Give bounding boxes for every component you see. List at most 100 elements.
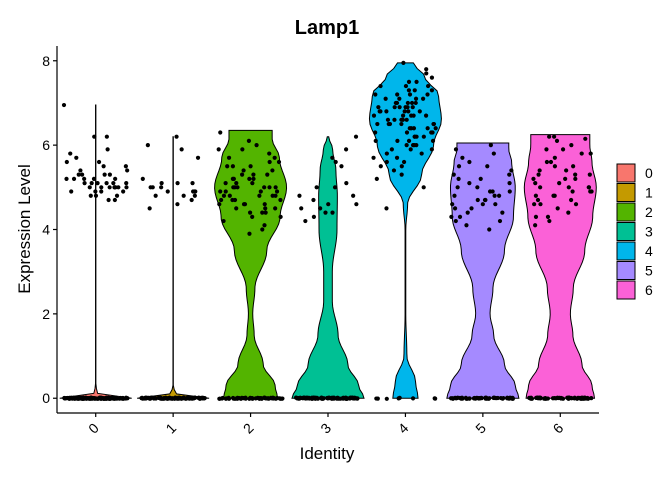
data-point [76, 172, 81, 177]
data-point [404, 130, 410, 135]
data-point [405, 105, 410, 110]
data-point [373, 92, 378, 97]
data-point [111, 181, 116, 186]
data-point [408, 147, 413, 152]
data-point [353, 134, 359, 139]
data-point [566, 185, 571, 190]
data-point [124, 395, 129, 400]
data-point [354, 202, 359, 207]
data-point [139, 395, 144, 401]
data-point [191, 189, 196, 194]
data-point [533, 193, 539, 198]
y-tick-label: 4 [42, 222, 50, 238]
data-point [175, 181, 180, 186]
data-point [406, 88, 412, 93]
data-point [262, 202, 267, 207]
data-point [495, 395, 500, 401]
data-point [104, 181, 109, 186]
data-point [566, 395, 571, 400]
data-point [231, 396, 236, 401]
data-point [480, 202, 485, 207]
data-point [409, 100, 415, 106]
data-point [64, 176, 69, 181]
data-point [552, 164, 558, 169]
data-point [395, 138, 400, 144]
data-point [550, 396, 556, 401]
data-point [143, 396, 148, 401]
data-point [419, 151, 424, 156]
data-point [159, 185, 164, 190]
data-point [260, 210, 265, 215]
data-point [197, 395, 202, 401]
data-point [403, 83, 409, 89]
data-point [270, 193, 275, 198]
data-point [192, 193, 197, 198]
data-point [332, 185, 338, 190]
data-point [330, 155, 335, 160]
data-point [378, 164, 383, 169]
data-point [399, 121, 404, 127]
data-point [227, 193, 232, 198]
data-point [460, 155, 465, 160]
legend-label-4: 4 [645, 243, 653, 259]
data-point [425, 126, 430, 131]
data-point [407, 126, 412, 131]
data-point [309, 396, 315, 401]
data-point [414, 79, 419, 84]
data-point [116, 185, 121, 190]
data-point [110, 395, 115, 401]
data-point [421, 96, 426, 101]
data-point [431, 121, 437, 127]
data-point [371, 155, 376, 160]
data-point [344, 181, 349, 186]
data-point [401, 159, 407, 165]
data-point [482, 197, 488, 203]
data-point [587, 172, 592, 177]
data-point [507, 172, 512, 177]
data-point [265, 396, 271, 401]
data-point [240, 147, 245, 152]
data-point [376, 105, 381, 110]
data-point [544, 159, 550, 165]
data-point [223, 189, 228, 194]
data-point [218, 130, 223, 135]
data-point [92, 134, 97, 139]
data-point [311, 214, 317, 219]
data-point [262, 223, 267, 228]
data-point [405, 100, 410, 106]
violin-6 [523, 134, 597, 399]
data-point [389, 147, 394, 152]
data-point [167, 396, 172, 401]
data-point [485, 164, 490, 169]
data-point [397, 105, 402, 110]
data-point [555, 206, 560, 211]
data-point [453, 218, 458, 224]
data-point [112, 185, 117, 190]
data-point [254, 143, 259, 148]
data-point [258, 189, 263, 194]
data-point [589, 395, 594, 401]
data-point [556, 395, 561, 401]
data-point [467, 159, 472, 165]
data-point [534, 395, 540, 400]
data-point [573, 172, 578, 177]
data-point [247, 231, 252, 236]
data-point [432, 396, 437, 401]
x-axis-title: Identity [300, 444, 355, 463]
data-point [326, 202, 331, 207]
data-point [533, 223, 538, 228]
data-point [223, 181, 228, 186]
data-point [232, 185, 237, 190]
data-point [148, 185, 153, 190]
data-point [96, 159, 102, 165]
x-tick-label: 5 [472, 420, 489, 437]
data-point [262, 185, 267, 190]
violins-layer [59, 62, 597, 399]
data-point [159, 181, 164, 186]
data-point [572, 395, 577, 400]
data-point [552, 155, 557, 160]
data-point [391, 168, 397, 173]
data-point [89, 181, 94, 186]
data-point [538, 202, 543, 207]
